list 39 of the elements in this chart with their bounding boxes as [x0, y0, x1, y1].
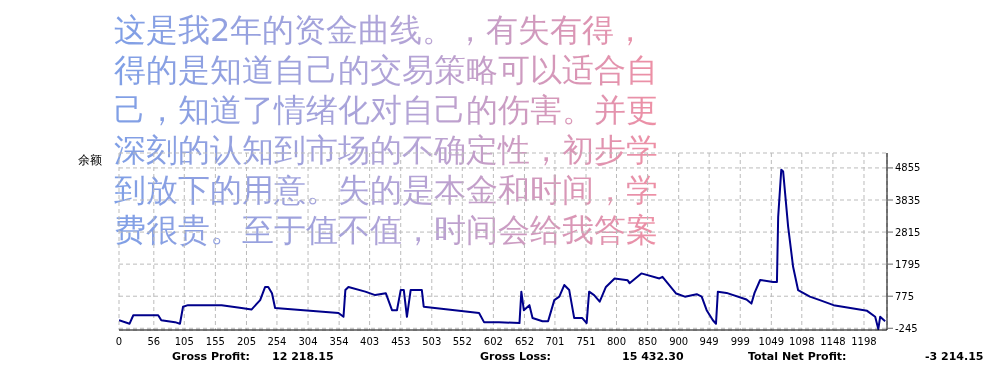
x-tick-label: 105 — [174, 336, 194, 348]
x-tick-label: 751 — [576, 336, 596, 348]
text: 15 432.30 — [622, 350, 684, 363]
chart-title: 余额 — [78, 152, 102, 169]
x-tick-label: 1098 — [789, 336, 815, 348]
x-tick-label: 800 — [606, 336, 627, 348]
y-tick-label: 775 — [895, 290, 915, 302]
text: -3 214.15 — [925, 350, 984, 363]
x-tick-label: 949 — [699, 336, 719, 348]
y-tick-label: 1795 — [895, 258, 921, 270]
x-tick-label: 354 — [329, 336, 349, 348]
x-tick-label: 56 — [147, 336, 161, 348]
x-tick-label: 1198 — [851, 336, 877, 348]
x-tick-label: 900 — [669, 336, 689, 348]
y-tick-label: 4855 — [895, 162, 921, 174]
y-tick-label: 3835 — [895, 194, 921, 206]
x-tick-label: 701 — [545, 336, 565, 348]
x-tick-label: 850 — [638, 336, 658, 348]
x-tick-label: 552 — [452, 336, 472, 348]
x-tick-label: 205 — [236, 336, 257, 348]
x-tick-label: 602 — [483, 336, 503, 348]
y-tick-label: 2815 — [895, 226, 921, 238]
x-tick-label: 1148 — [820, 336, 846, 348]
x-tick-label: 503 — [422, 336, 442, 348]
x-tick-label: 403 — [360, 336, 380, 348]
annotation: 这是我2年的资金曲线。，有失有得，得的是知道自己的交易策略可以适合自己，知道了情绪化对自己的伤害。并更深刻的认知到市场的不确定性，初步学到放下的用意。失的是本金和时间，学费很贵。至于值不值，时间会给我答案 — [114, 10, 659, 250]
x-tick-label: 304 — [298, 336, 318, 348]
text: Gross Profit: — [172, 350, 250, 363]
x-tick-label: 0 — [115, 336, 123, 348]
text: 12 218.15 — [272, 350, 334, 363]
text: Gross Loss: — [480, 350, 551, 363]
x-tick-label: 652 — [514, 336, 534, 348]
y-tick-label: -245 — [895, 322, 918, 334]
x-tick-label: 1049 — [758, 336, 785, 348]
x-tick-label: 254 — [267, 336, 287, 348]
x-tick-label: 155 — [205, 336, 225, 348]
x-tick-label: 999 — [730, 336, 750, 348]
x-tick-label: 453 — [391, 336, 411, 348]
text: Total Net Profit: — [748, 350, 847, 363]
